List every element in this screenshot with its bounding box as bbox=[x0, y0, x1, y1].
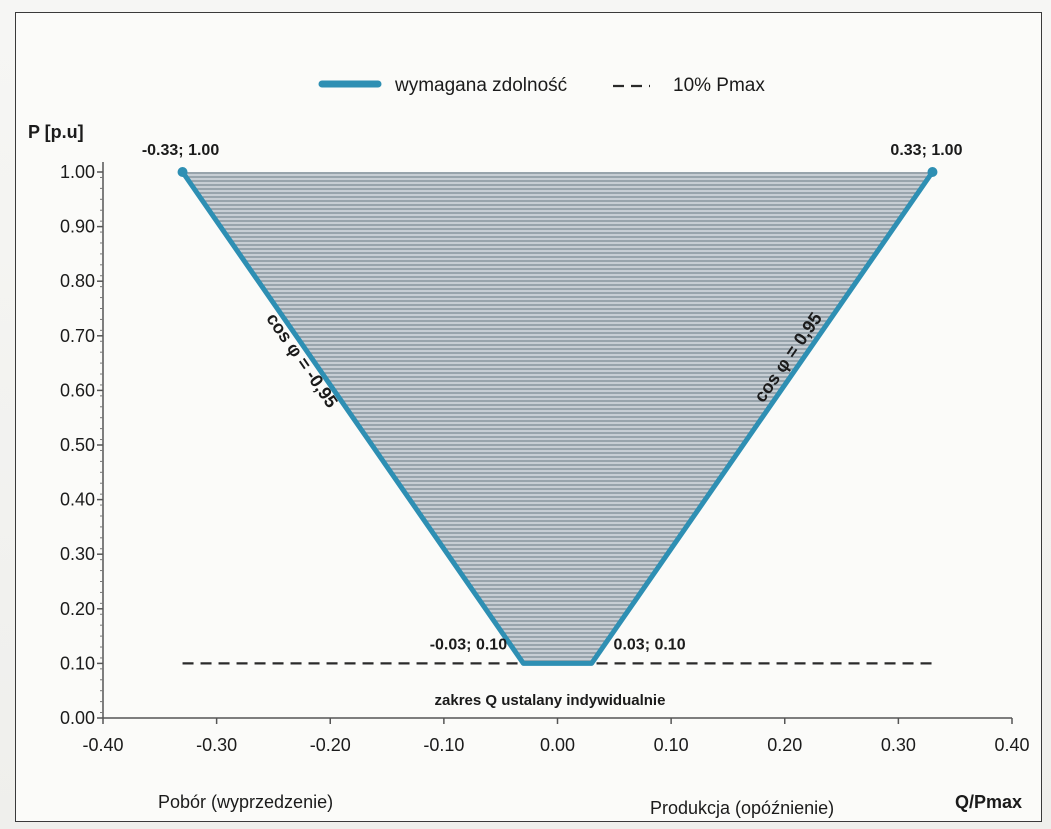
y-ticks: 0.00 0.10 0.20 0.30 0.40 0.50 0.60 0.70 0.80 0.90… bbox=[60, 162, 103, 728]
x-tick-label: 0.30 bbox=[881, 735, 916, 755]
legend-label-wymagana-zdolnosc: wymagana zdolność bbox=[394, 75, 567, 96]
y-tick-label: 0.10 bbox=[60, 653, 95, 673]
y-tick-label: 0.90 bbox=[60, 217, 95, 237]
x-left-label: Pobór (wyprzedzenie) bbox=[158, 792, 333, 812]
y-tick-label: 0.50 bbox=[60, 435, 95, 455]
note-label: zakres Q ustalany indywidualnie bbox=[435, 692, 666, 709]
x-right-label: Produkcja (opóźnienie) bbox=[650, 798, 834, 818]
x-tick-label: -0.20 bbox=[310, 735, 351, 755]
y-tick-label: 0.00 bbox=[60, 708, 95, 728]
series-line-wymagana-zdolnosc bbox=[180, 170, 935, 666]
point-label-top-right: 0.33; 1.00 bbox=[890, 142, 962, 159]
point-label-top-left: -0.33; 1.00 bbox=[142, 142, 219, 159]
y-axis-title: P [p.u] bbox=[28, 122, 84, 142]
x-tick-label: -0.40 bbox=[82, 735, 123, 755]
y-tick-label: 1.00 bbox=[60, 162, 95, 182]
x-tick-label: 0.00 bbox=[540, 735, 575, 755]
x-tick-label: 0.20 bbox=[767, 735, 802, 755]
y-tick-label: 0.20 bbox=[60, 599, 95, 619]
x-tick-label: 0.10 bbox=[654, 735, 689, 755]
point-label-bottom-left: -0.03; 0.10 bbox=[430, 636, 507, 653]
series-markers bbox=[177, 167, 938, 177]
series-point bbox=[177, 167, 188, 177]
x-tick-label: 0.40 bbox=[994, 735, 1029, 755]
x-tick-label: -0.10 bbox=[423, 735, 464, 755]
y-tick-label: 0.60 bbox=[60, 380, 95, 400]
x-axis-title: Q/Pmax bbox=[955, 792, 1022, 812]
capability-area bbox=[182, 172, 933, 664]
x-ticks: -0.40 -0.30 -0.20 -0.10 0.00 0.10 0.20 0.30 0.40 bbox=[82, 718, 1030, 755]
legend: wymagana zdolność 10% Pmax bbox=[318, 75, 765, 96]
series-point bbox=[927, 167, 938, 177]
y-tick-label: 0.30 bbox=[60, 544, 95, 564]
y-tick-label: 0.40 bbox=[60, 490, 95, 510]
point-label-bottom-right: 0.03; 0.10 bbox=[614, 636, 686, 653]
legend-label-10pct-pmax: 10% Pmax bbox=[673, 75, 765, 96]
y-tick-label: 0.80 bbox=[60, 271, 95, 291]
x-tick-label: -0.30 bbox=[196, 735, 237, 755]
y-tick-label: 0.70 bbox=[60, 326, 95, 346]
